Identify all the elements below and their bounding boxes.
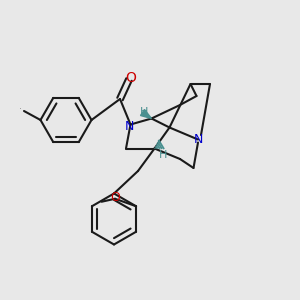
Text: H: H bbox=[159, 149, 168, 160]
Text: O: O bbox=[125, 71, 136, 85]
Text: H: H bbox=[140, 107, 148, 117]
Text: N: N bbox=[124, 119, 134, 133]
Text: N: N bbox=[193, 133, 203, 146]
Text: CH₃: CH₃ bbox=[20, 108, 22, 109]
Polygon shape bbox=[140, 110, 152, 118]
Text: O: O bbox=[111, 191, 121, 204]
